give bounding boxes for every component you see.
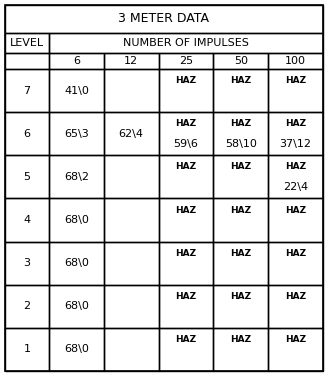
Text: HAZ: HAZ: [230, 249, 251, 258]
Text: HAZ: HAZ: [285, 335, 306, 344]
Text: 68\0: 68\0: [64, 215, 89, 225]
Text: 65\3: 65\3: [64, 129, 89, 139]
Bar: [49, 328, 104, 371]
Text: 62\4: 62\4: [119, 129, 144, 139]
Text: 50: 50: [234, 56, 248, 66]
Bar: [5, 33, 49, 53]
Bar: [5, 241, 49, 285]
Bar: [5, 53, 49, 69]
Text: 37\12: 37\12: [279, 139, 312, 149]
Text: HAZ: HAZ: [230, 162, 251, 171]
Text: HAZ: HAZ: [175, 76, 196, 85]
Bar: [49, 69, 104, 112]
Text: 22\4: 22\4: [283, 182, 308, 192]
Text: 6: 6: [73, 56, 80, 66]
Bar: [268, 241, 323, 285]
Text: 2: 2: [23, 301, 31, 311]
Text: HAZ: HAZ: [230, 206, 251, 215]
Bar: [49, 155, 104, 199]
Bar: [104, 241, 159, 285]
Bar: [49, 53, 104, 69]
Text: HAZ: HAZ: [285, 206, 306, 215]
Bar: [214, 53, 268, 69]
Bar: [104, 199, 159, 241]
Text: HAZ: HAZ: [230, 119, 251, 128]
Text: HAZ: HAZ: [230, 292, 251, 301]
Text: HAZ: HAZ: [175, 249, 196, 258]
Bar: [5, 112, 49, 155]
Bar: [159, 241, 214, 285]
Bar: [49, 199, 104, 241]
Text: 6: 6: [24, 129, 31, 139]
Bar: [49, 285, 104, 328]
Bar: [5, 285, 49, 328]
Bar: [104, 69, 159, 112]
Bar: [49, 241, 104, 285]
Text: 100: 100: [285, 56, 306, 66]
Bar: [268, 53, 323, 69]
Bar: [104, 53, 159, 69]
Text: HAZ: HAZ: [285, 119, 306, 128]
Text: HAZ: HAZ: [175, 335, 196, 344]
Text: HAZ: HAZ: [175, 162, 196, 171]
Text: HAZ: HAZ: [175, 206, 196, 215]
Text: 12: 12: [124, 56, 138, 66]
Text: LEVEL: LEVEL: [10, 38, 44, 48]
Bar: [159, 112, 214, 155]
Text: 59\6: 59\6: [174, 139, 198, 149]
Bar: [159, 328, 214, 371]
Bar: [268, 328, 323, 371]
Bar: [268, 69, 323, 112]
Text: 68\0: 68\0: [64, 344, 89, 355]
Bar: [159, 155, 214, 199]
Text: HAZ: HAZ: [285, 249, 306, 258]
Bar: [159, 69, 214, 112]
Bar: [104, 285, 159, 328]
Bar: [49, 33, 323, 53]
Text: 4: 4: [23, 215, 31, 225]
Text: 5: 5: [24, 172, 31, 182]
Bar: [5, 199, 49, 241]
Text: 3: 3: [24, 258, 31, 268]
Bar: [104, 112, 159, 155]
Text: 68\0: 68\0: [64, 301, 89, 311]
Text: 3 METER DATA: 3 METER DATA: [118, 12, 210, 26]
Bar: [214, 112, 268, 155]
Bar: [159, 199, 214, 241]
Bar: [104, 155, 159, 199]
Bar: [5, 155, 49, 199]
Text: HAZ: HAZ: [175, 119, 196, 128]
Text: 7: 7: [23, 86, 31, 96]
Text: 1: 1: [24, 344, 31, 355]
Bar: [214, 285, 268, 328]
Bar: [268, 112, 323, 155]
Text: 58\10: 58\10: [225, 139, 257, 149]
Bar: [214, 241, 268, 285]
Text: HAZ: HAZ: [230, 335, 251, 344]
Text: HAZ: HAZ: [285, 162, 306, 171]
Text: 68\2: 68\2: [64, 172, 89, 182]
Bar: [214, 199, 268, 241]
Bar: [214, 155, 268, 199]
Bar: [268, 199, 323, 241]
Bar: [268, 285, 323, 328]
Bar: [49, 112, 104, 155]
Text: 25: 25: [179, 56, 193, 66]
Text: HAZ: HAZ: [285, 292, 306, 301]
Bar: [104, 328, 159, 371]
Bar: [214, 69, 268, 112]
Text: NUMBER OF IMPULSES: NUMBER OF IMPULSES: [123, 38, 249, 48]
Text: 68\0: 68\0: [64, 258, 89, 268]
Bar: [5, 69, 49, 112]
Text: 41\0: 41\0: [64, 86, 89, 96]
Text: HAZ: HAZ: [230, 76, 251, 85]
Bar: [268, 155, 323, 199]
Text: HAZ: HAZ: [285, 76, 306, 85]
Bar: [159, 285, 214, 328]
Bar: [214, 328, 268, 371]
Text: HAZ: HAZ: [175, 292, 196, 301]
Bar: [5, 328, 49, 371]
Bar: [159, 53, 214, 69]
Bar: [5, 5, 323, 33]
